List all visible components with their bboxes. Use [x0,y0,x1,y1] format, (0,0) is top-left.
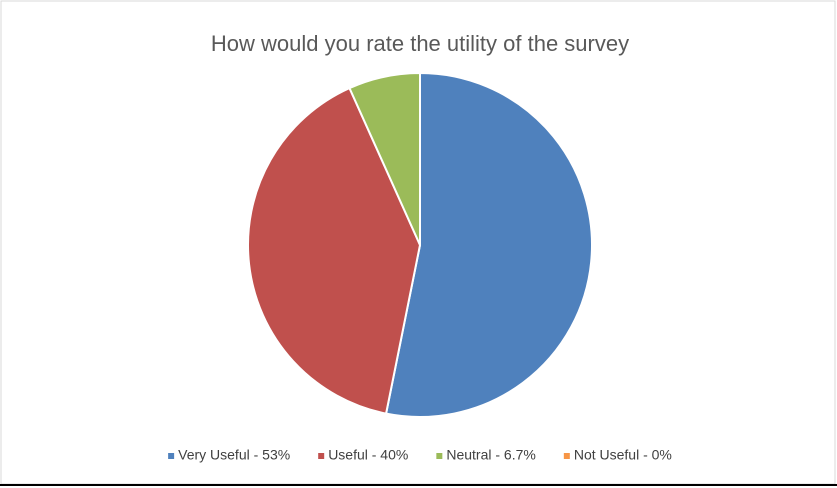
legend-marker [436,453,443,459]
chart-title: How would you rate the utility of the su… [211,31,629,56]
legend-label: Very Useful - 53% [178,447,290,463]
legend-label: Not Useful - 0% [574,447,672,463]
pie-slice [384,71,593,418]
legend-label: Useful - 40% [328,447,408,463]
legend-label: Neutral - 6.7% [446,447,535,463]
legend-marker [318,453,325,459]
legend-marker [563,453,570,459]
legend-marker [168,453,175,459]
pie-slice [247,86,422,415]
